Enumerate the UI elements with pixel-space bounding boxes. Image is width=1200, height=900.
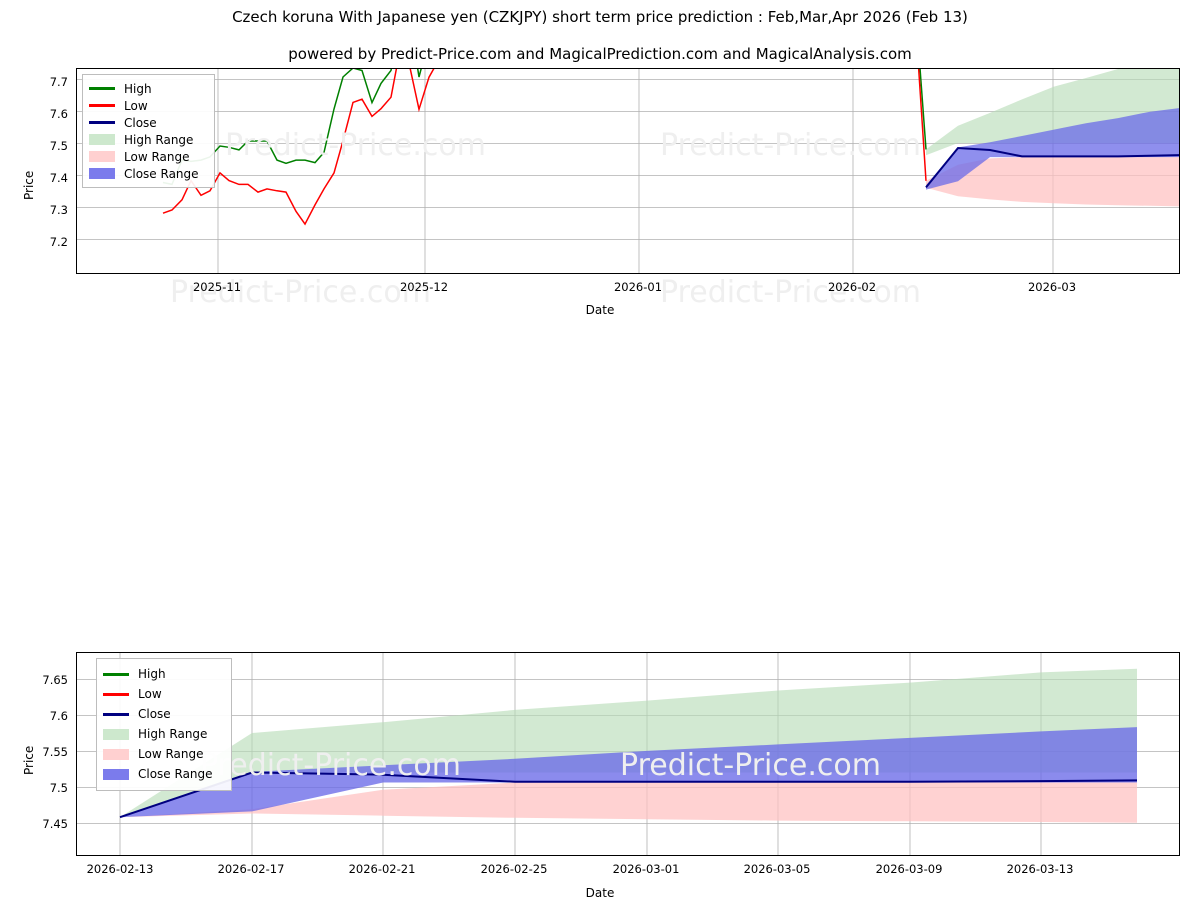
legend-item-close[interactable]: Close [103, 704, 223, 724]
legend-line-swatch-low [89, 104, 115, 107]
legend-label: Low [138, 687, 162, 701]
top-x-tick: 2026-01 [613, 280, 663, 294]
legend-label: High Range [138, 727, 208, 741]
bottom-x-axis-label: Date [585, 886, 615, 900]
legend-line-swatch-high [89, 87, 115, 90]
legend-line-swatch-low [103, 692, 129, 696]
bottom-chart-svg [77, 653, 1179, 855]
legend-label: Close Range [124, 166, 199, 181]
legend-label: Close [124, 115, 157, 130]
bottom-y-tick: 7.65 [42, 673, 68, 687]
legend-item-low[interactable]: Low [103, 684, 223, 704]
top-x-tick: 2026-02 [827, 280, 877, 294]
top-chart-panel: Price 7.7 7.6 7.5 7.4 7.3 7.2 [0, 0, 1200, 320]
legend-item-low-range[interactable]: Low Range [89, 148, 206, 165]
bottom-y-tick: 7.6 [49, 709, 68, 723]
legend-label: Close [138, 707, 171, 721]
legend-item-low[interactable]: Low [89, 97, 206, 114]
top-x-tick: 2025-11 [192, 280, 242, 294]
bottom-x-tick: 2026-03-01 [612, 862, 680, 876]
bottom-x-tick: 2026-03-09 [875, 862, 943, 876]
legend-patch-low-range [89, 151, 115, 162]
top-legend: High Low Close High Range Low Range Clos… [82, 74, 215, 188]
top-y-tick: 7.4 [49, 171, 68, 185]
legend-item-close-range[interactable]: Close Range [103, 764, 223, 784]
legend-item-close-range[interactable]: Close Range [89, 165, 206, 182]
top-x-tick: 2025-12 [399, 280, 449, 294]
page-title: Czech koruna With Japanese yen (CZKJPY) … [232, 8, 968, 26]
bottom-legend: High Low Close High Range Low Range Clos… [96, 658, 232, 791]
bottom-x-tick: 2026-02-25 [480, 862, 548, 876]
legend-line-swatch-high [103, 672, 129, 676]
legend-label: High [138, 667, 166, 681]
bottom-x-tick: 2026-03-13 [1006, 862, 1074, 876]
legend-item-high-range[interactable]: High Range [103, 724, 223, 744]
legend-patch-high-range [89, 134, 115, 145]
page-subtitle: powered by Predict-Price.com and Magical… [288, 45, 912, 63]
bottom-plot-area [76, 652, 1180, 856]
top-y-tick: 7.7 [49, 75, 68, 89]
legend-patch-close-range [89, 168, 115, 179]
legend-label: High [124, 81, 152, 96]
legend-label: Low Range [138, 747, 204, 761]
top-y-tick: 7.3 [49, 203, 68, 217]
bottom-x-tick: 2026-02-13 [86, 862, 154, 876]
bottom-x-tick: 2026-03-05 [743, 862, 811, 876]
top-y-tick: 7.6 [49, 107, 68, 121]
bottom-x-tick: 2026-02-17 [217, 862, 285, 876]
legend-item-close[interactable]: Close [89, 114, 206, 131]
legend-line-swatch-close [89, 121, 115, 124]
legend-label: Low Range [124, 149, 190, 164]
top-y-tick: 7.2 [49, 235, 68, 249]
top-y-axis-label: Price [22, 170, 36, 200]
legend-item-high[interactable]: High [103, 664, 223, 684]
top-plot-area [76, 68, 1180, 274]
legend-label: Close Range [138, 767, 213, 781]
legend-item-low-range[interactable]: Low Range [103, 744, 223, 764]
legend-label: Low [124, 98, 148, 113]
top-x-tick: 2026-03 [1027, 280, 1077, 294]
bottom-x-tick: 2026-02-21 [348, 862, 416, 876]
legend-label: High Range [124, 132, 194, 147]
bottom-y-tick: 7.5 [49, 781, 68, 795]
legend-patch-close-range [103, 768, 129, 780]
legend-item-high-range[interactable]: High Range [89, 131, 206, 148]
bottom-y-tick: 7.45 [42, 817, 68, 831]
legend-patch-high-range [103, 728, 129, 740]
bottom-chart-panel: Price 7.65 7.6 7.55 7.5 7.45 [0, 320, 1200, 900]
bottom-y-tick: 7.55 [42, 745, 68, 759]
top-x-axis-label: Date [585, 303, 615, 317]
top-y-tick: 7.5 [49, 139, 68, 153]
legend-patch-low-range [103, 748, 129, 760]
top-chart-svg [77, 69, 1179, 273]
legend-line-swatch-close [103, 712, 129, 716]
legend-item-high[interactable]: High [89, 80, 206, 97]
